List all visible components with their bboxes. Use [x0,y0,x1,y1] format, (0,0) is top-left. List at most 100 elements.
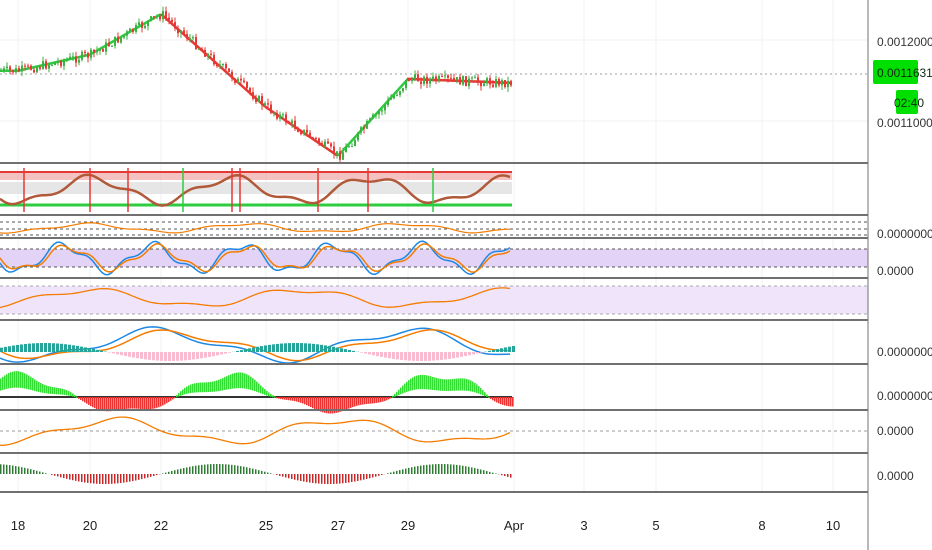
candle-body [276,112,278,119]
momentum-histogram-bar [410,378,412,391]
macd-histogram-bar [112,352,115,354]
momentum-histogram-bar [278,397,280,399]
candle-body [354,140,356,147]
momentum-histogram-bar [230,374,232,389]
macd-histogram-bar [492,349,495,352]
panel8-histogram-bar [141,474,143,480]
momentum-histogram-bar [376,397,378,403]
panel8-histogram-bar [33,469,35,474]
panel8-histogram-bar [90,474,92,484]
momentum-histogram-bar [166,397,168,404]
macd-histogram-bar [256,346,259,352]
time-tick-label: 29 [401,518,415,533]
candle-body [393,95,395,99]
candle-body [39,67,41,69]
candle-body [264,103,266,106]
momentum-histogram-bar [200,382,202,393]
momentum-histogram-bar [346,397,348,410]
momentum-histogram-bar [414,376,416,390]
momentum-histogram-bar [262,387,264,395]
momentum-histogram-bar [332,397,334,414]
panel8-histogram-bar [240,466,242,474]
macd-histogram-bar [92,348,95,352]
macd-histogram-bar [180,352,183,361]
macd-histogram-bar [468,352,471,356]
momentum-histogram-bar [108,397,110,412]
macd-histogram-bar [508,346,511,352]
momentum-histogram-bar [314,397,316,410]
momentum-histogram-bar [14,371,16,388]
panel8-histogram-bar [174,470,176,474]
momentum-histogram-bar [212,381,214,392]
panel8-histogram-bar [387,473,389,474]
momentum-histogram-bar [384,397,386,401]
momentum-histogram-bar [426,375,428,390]
panel8-histogram-bar [117,474,119,484]
candle-body [129,28,131,32]
candle-body [315,138,317,140]
momentum-histogram-bar [512,397,514,407]
candle-body [45,61,47,69]
candle-body [309,132,311,138]
momentum-histogram-bar [470,380,472,392]
momentum-histogram-bar [184,387,186,395]
candle-body [189,38,191,40]
candle-body [255,98,257,102]
momentum-histogram-bar [66,390,68,396]
momentum-histogram-bar [474,382,476,393]
histograms [0,343,515,484]
momentum-histogram-bar [44,384,46,394]
macd-histogram-bar [88,348,91,352]
macd-histogram-bar [456,352,459,358]
panel8-histogram-bar [81,474,83,482]
panel8-histogram-bar [135,474,137,481]
candle-body [96,50,98,53]
panel8-histogram-bar [3,464,5,474]
momentum-histogram-bar [396,391,398,396]
candle-body [48,65,50,69]
panel8-histogram-bar [291,474,293,479]
panel8-histogram-bar [246,467,248,474]
momentum-histogram-bar [136,397,138,409]
candle-body [219,64,221,67]
momentum-histogram-bar [448,379,450,391]
momentum-histogram-bar [112,397,114,411]
panel8-histogram-bar [72,474,74,481]
candle-body [438,75,440,81]
candle-body [267,103,269,105]
candle-body [84,51,86,54]
candle-body [363,127,365,129]
panel8-histogram-bar [126,474,128,483]
momentum-histogram-bar [12,371,14,388]
panel-value-label: 0.0000000 [877,345,932,359]
macd-histogram-bar [24,343,27,352]
momentum-histogram-bar [472,381,474,392]
momentum-histogram-bar [358,397,360,406]
panel8-histogram-bar [30,469,32,474]
momentum-histogram-bar [60,388,62,395]
momentum-histogram-bar [76,396,78,398]
panel8-histogram-bar [225,464,227,474]
momentum-histogram-bar [240,372,242,389]
macd-histogram-bar [224,352,227,354]
macd-histogram-bar [316,344,319,352]
candle-body [399,91,401,95]
momentum-histogram-bar [196,382,198,393]
momentum-histogram-bar [192,383,194,393]
momentum-histogram-bar [454,378,456,391]
momentum-histogram-bar [438,378,440,391]
momentum-histogram-bar [370,397,372,404]
macd-histogram-bar [208,352,211,357]
candle-body [492,84,494,87]
momentum-histogram-bar [440,378,442,391]
momentum-histogram-bar [268,392,270,397]
momentum-histogram-bar [48,386,50,394]
momentum-histogram-bar [72,393,74,397]
panel8-histogram-bar [333,474,335,484]
panel8-histogram-bar [360,474,362,481]
momentum-histogram-bar [478,386,480,394]
candle-body [351,146,353,148]
momentum-histogram-bar [368,397,370,404]
momentum-histogram-bar [408,380,410,392]
panel8-histogram-bar [192,466,194,474]
